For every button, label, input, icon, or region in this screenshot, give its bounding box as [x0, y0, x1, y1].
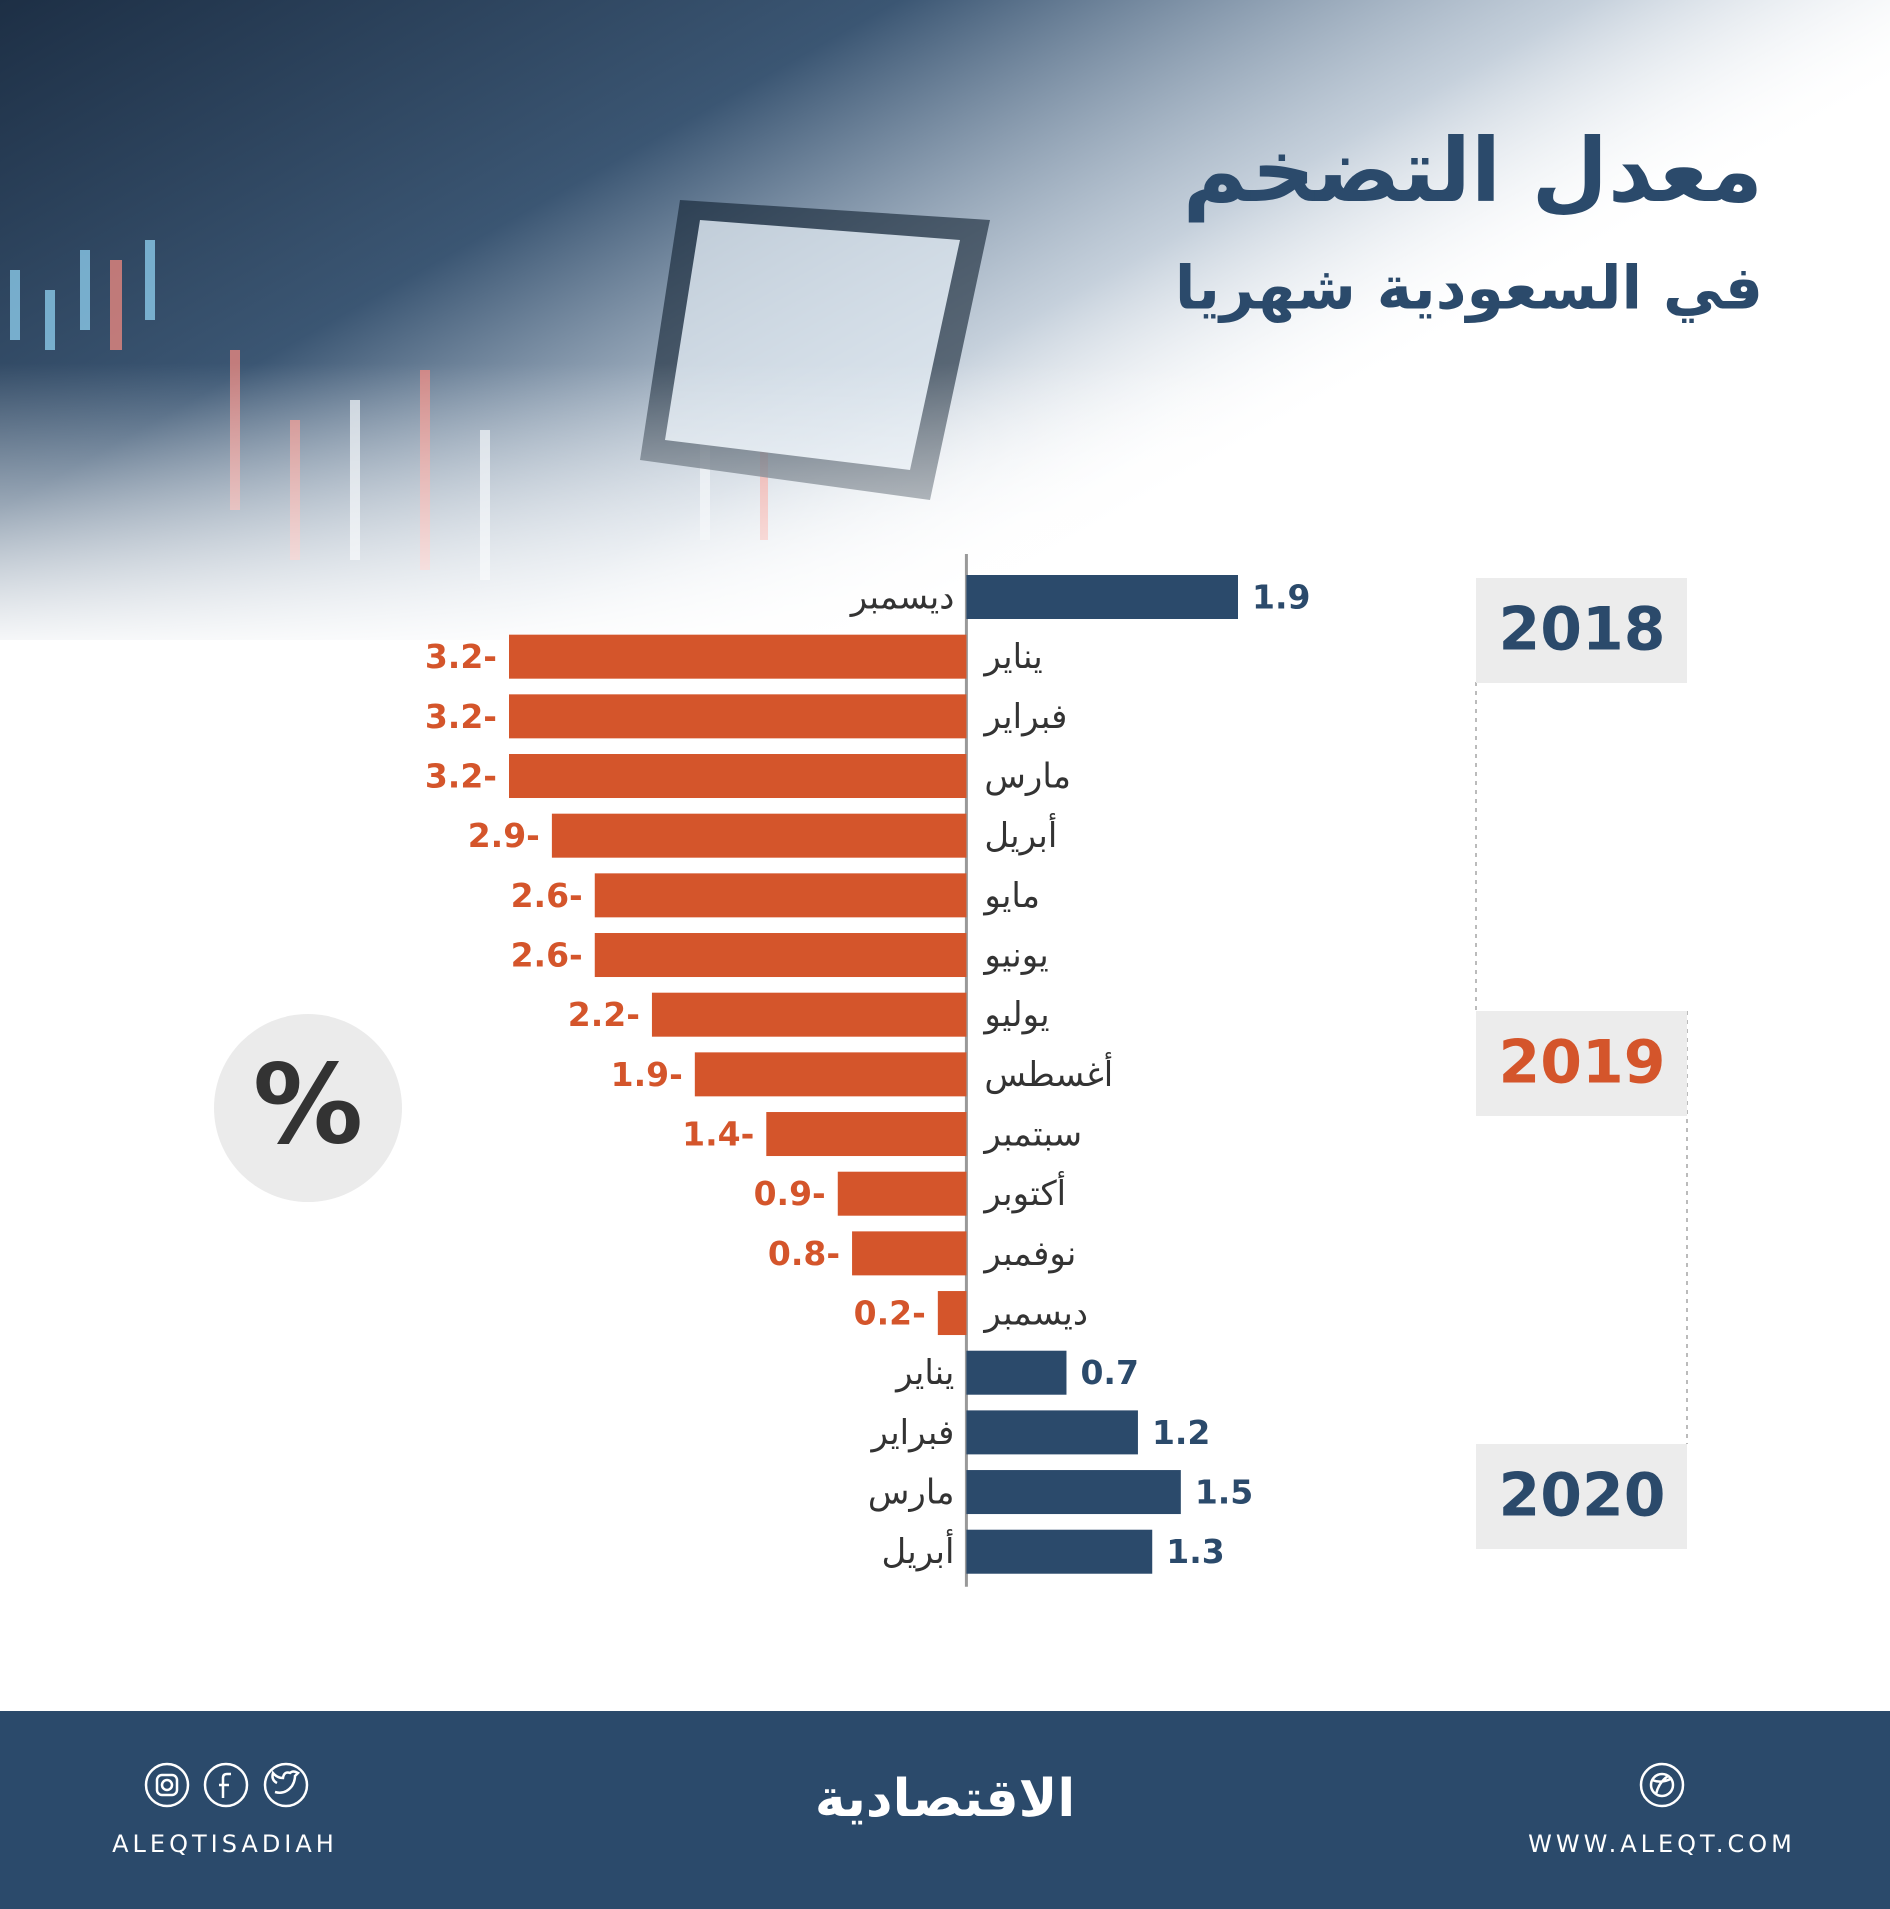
- value-label: 2.6-: [511, 936, 583, 975]
- value-label: 0.2-: [854, 1294, 926, 1333]
- category-label: أبريل: [882, 1529, 955, 1572]
- value-label: 2.9-: [468, 816, 540, 855]
- social-handle: ALEQTISADIAH: [112, 1830, 338, 1858]
- category-label: مارس: [868, 1473, 955, 1513]
- value-label: 1.9: [1252, 578, 1310, 617]
- category-label: مايو: [982, 876, 1040, 916]
- bar: [551, 813, 967, 858]
- bar: [509, 694, 967, 739]
- bar: [694, 1052, 967, 1097]
- bar: [837, 1171, 967, 1216]
- category-label: سبتمبر: [982, 1115, 1082, 1155]
- bar: [966, 1529, 1153, 1574]
- category-label: نوفمبر: [982, 1234, 1076, 1274]
- value-label: 1.4-: [682, 1115, 754, 1154]
- value-label: 0.9-: [754, 1174, 826, 1213]
- bar: [966, 1350, 1067, 1395]
- bar: [509, 634, 967, 679]
- year-box: [1476, 1444, 1687, 1549]
- category-label: يونيو: [982, 936, 1048, 976]
- bar-chart: 1.9 ديسمبر 3.2- يناير 3.2- فبراير 3.2- مارس 2.9-…: [425, 554, 1687, 1587]
- value-label: 3.2-: [425, 697, 497, 736]
- category-label: ديسمبر: [849, 578, 955, 618]
- value-label: 3.2-: [425, 637, 497, 676]
- bar: [966, 1410, 1138, 1455]
- value-label: 0.7: [1080, 1353, 1138, 1392]
- year-label: 2018: [1499, 595, 1666, 665]
- year-box: [1476, 1011, 1687, 1116]
- value-label: 3.2-: [425, 757, 497, 796]
- value-label: 1.2: [1152, 1413, 1210, 1452]
- bar: [766, 1112, 967, 1157]
- value-label: 2.6-: [511, 876, 583, 915]
- bar: [966, 1470, 1181, 1515]
- category-label: فبراير: [869, 1413, 954, 1453]
- social-icons: [144, 1762, 1685, 1808]
- unit-symbol: %: [253, 1040, 363, 1168]
- value-label: 0.8-: [768, 1234, 840, 1273]
- chart-title: معدل التضخم: [1183, 119, 1763, 223]
- bar: [594, 873, 967, 918]
- footer: [0, 1711, 1890, 1909]
- year-box: [1476, 578, 1687, 683]
- website: WWW.ALEQT.COM: [1528, 1830, 1796, 1858]
- bar: [509, 754, 967, 799]
- category-label: مارس: [984, 757, 1071, 797]
- value-label: 1.9-: [611, 1055, 683, 1094]
- category-label: ديسمبر: [982, 1294, 1088, 1334]
- category-label: أبريل: [984, 813, 1057, 856]
- year-label: 2019: [1499, 1028, 1666, 1098]
- category-label: يوليو: [982, 995, 1049, 1035]
- bar: [966, 575, 1238, 619]
- category-label: أغسطس: [984, 1052, 1113, 1095]
- value-label: 1.5: [1195, 1473, 1253, 1512]
- bar: [937, 1291, 967, 1336]
- category-label: أكتوبر: [982, 1171, 1066, 1214]
- chart-subtitle: في السعودية شهريا: [1175, 254, 1763, 324]
- value-label: 2.2-: [568, 995, 640, 1034]
- logo: الاقتصادية: [815, 1769, 1075, 1829]
- bar: [651, 992, 967, 1037]
- unit-badge: [214, 1014, 402, 1202]
- value-label: 1.3: [1166, 1532, 1224, 1571]
- category-label: فبراير: [982, 697, 1067, 737]
- category-label: يناير: [894, 1353, 954, 1393]
- year-label: 2020: [1499, 1461, 1666, 1531]
- bar: [594, 933, 967, 978]
- category-label: يناير: [982, 637, 1042, 677]
- bar: [852, 1231, 967, 1276]
- photo-fade: [0, 0, 1890, 660]
